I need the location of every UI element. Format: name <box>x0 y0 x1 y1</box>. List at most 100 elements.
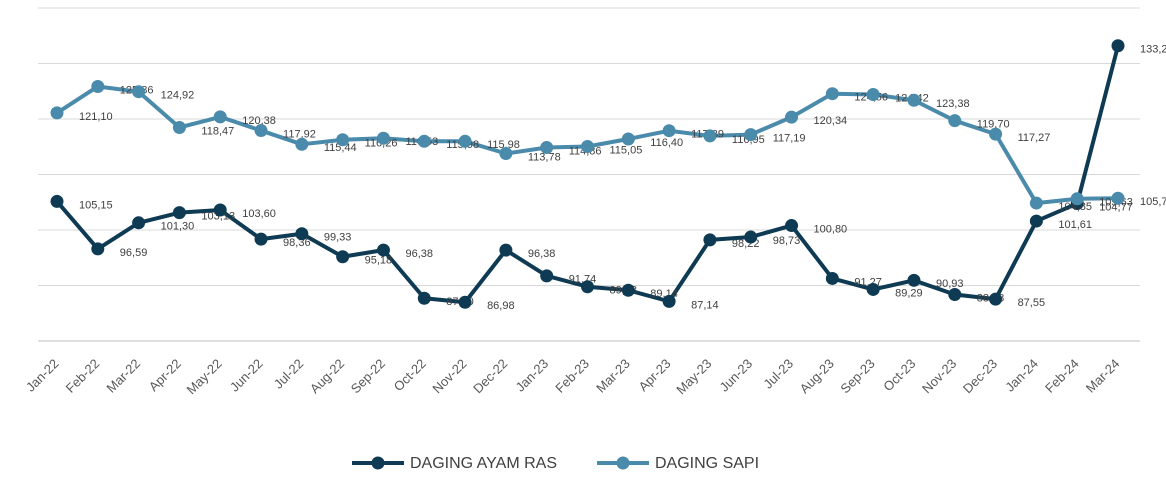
point <box>172 206 186 220</box>
point <box>1070 192 1084 206</box>
data-label: 100,80 <box>814 223 848 235</box>
x-tick-label: Nov-22 <box>429 356 469 396</box>
series: 121,10125,86124,92118,47120,38117,92115,… <box>50 79 1166 213</box>
data-label: 101,30 <box>161 221 195 233</box>
data-label: 115,05 <box>610 144 643 156</box>
point <box>703 233 717 247</box>
point <box>703 129 717 143</box>
point <box>621 132 635 146</box>
x-tick-label: Jan-22 <box>23 356 62 395</box>
point <box>785 219 799 233</box>
legend-item: DAGING SAPI <box>597 455 759 472</box>
data-label: 116,40 <box>650 137 683 149</box>
data-label: 104,77 <box>1099 201 1133 213</box>
point <box>213 110 227 124</box>
data-label: 105,15 <box>79 199 113 211</box>
x-tick-label: Oct-22 <box>391 356 429 394</box>
data-label: 87,14 <box>691 299 719 311</box>
point <box>417 134 431 148</box>
legend-marker <box>371 456 385 470</box>
point <box>172 120 186 134</box>
data-label: 96,38 <box>528 248 556 260</box>
data-label: 123,38 <box>936 98 970 110</box>
legend-item: DAGING AYAM RAS <box>352 455 557 472</box>
data-label: 124,92 <box>161 90 195 102</box>
point <box>254 124 268 138</box>
x-tick-label: Nov-23 <box>919 356 959 396</box>
legend-label: DAGING AYAM RAS <box>410 455 557 472</box>
point <box>948 287 962 301</box>
point <box>458 134 472 148</box>
point <box>295 227 309 241</box>
point <box>499 147 513 161</box>
data-label: 121,10 <box>79 111 113 123</box>
point <box>785 110 799 124</box>
point <box>1111 39 1125 53</box>
point <box>989 292 1003 306</box>
data-label: 117,92 <box>283 128 316 140</box>
x-tick-label: Jul-23 <box>760 356 796 392</box>
data-label: 115,44 <box>324 142 357 154</box>
x-tick-label: Mar-23 <box>593 356 633 396</box>
point <box>825 87 839 101</box>
x-tick-label: Sep-23 <box>837 356 877 396</box>
data-label: 117,27 <box>1018 132 1051 144</box>
point <box>295 137 309 151</box>
point <box>662 124 676 138</box>
point <box>91 79 105 93</box>
point <box>1111 191 1125 205</box>
x-tick-label: May-23 <box>673 356 714 397</box>
x-tick-label: May-22 <box>184 356 225 397</box>
point <box>662 294 676 308</box>
x-tick-label: Apr-22 <box>146 356 184 394</box>
point <box>1029 214 1043 228</box>
point <box>336 250 350 264</box>
data-label: 95,18 <box>365 255 393 267</box>
point <box>907 273 921 287</box>
x-tick-label: Feb-23 <box>552 356 592 396</box>
x-tick-label: Aug-22 <box>307 356 347 396</box>
data-label: 120,34 <box>814 115 848 127</box>
x-tick-label: Jan-24 <box>1002 356 1041 395</box>
point <box>417 291 431 305</box>
point <box>50 194 64 208</box>
point <box>1029 196 1043 210</box>
point <box>581 280 594 294</box>
data-label: 115,98 <box>487 139 520 151</box>
data-label: 90,93 <box>936 278 964 290</box>
point <box>744 230 758 244</box>
point <box>376 243 390 257</box>
point <box>458 295 472 309</box>
data-label: 120,38 <box>242 115 276 127</box>
data-label: 105,72 <box>1140 196 1166 208</box>
point <box>132 85 146 99</box>
x-tick-label: Mar-24 <box>1083 356 1123 396</box>
point <box>254 232 268 246</box>
data-label: 104,85 <box>1058 201 1092 213</box>
data-label: 89,29 <box>895 287 923 299</box>
data-label: 98,36 <box>283 237 311 249</box>
point <box>213 203 227 217</box>
point <box>621 283 635 297</box>
data-label: 103,60 <box>242 208 276 220</box>
data-label: 118,47 <box>201 125 234 137</box>
point <box>499 243 513 257</box>
data-label: 99,33 <box>324 232 352 244</box>
data-label: 133,2 <box>1140 44 1166 56</box>
data-label: 117,19 <box>773 133 806 145</box>
x-tick-label: Jun-22 <box>227 356 266 395</box>
data-label: 113,78 <box>528 151 561 163</box>
point <box>376 131 390 145</box>
data-label: 87,55 <box>1018 297 1046 309</box>
x-tick-label: Dec-22 <box>470 356 510 396</box>
data-label: 98,73 <box>773 235 801 247</box>
legend-label: DAGING SAPI <box>655 455 759 472</box>
x-tick-label: Oct-23 <box>880 356 918 394</box>
x-tick-label: Apr-23 <box>635 356 673 394</box>
x-tick-label: Aug-23 <box>797 356 837 396</box>
data-label: 101,61 <box>1058 219 1092 231</box>
series: 105,15 96,59 101,30 103,13 103,60 98,36 99,33 9… <box>50 39 1166 312</box>
point <box>866 282 880 296</box>
legend-marker <box>616 456 630 470</box>
point <box>132 216 146 230</box>
